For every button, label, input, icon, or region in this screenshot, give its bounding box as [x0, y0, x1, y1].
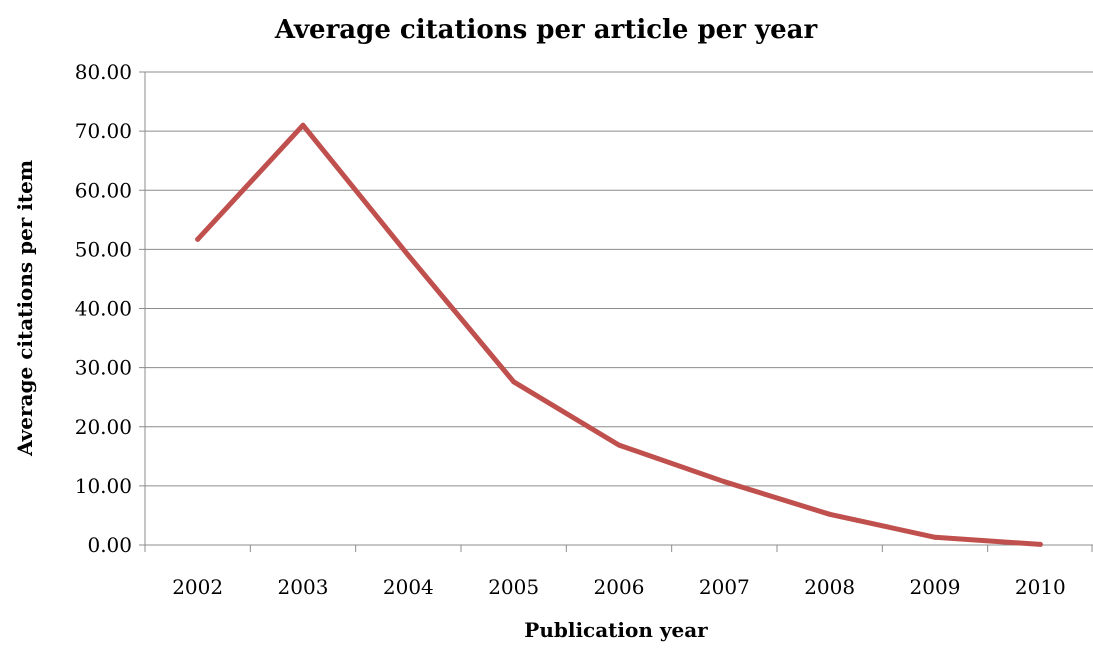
x-tick-label: 2007	[699, 575, 750, 599]
y-tick-label: 80.00	[75, 60, 132, 84]
x-tick-label: 2006	[594, 575, 645, 599]
x-axis: 2002 2003 2004 2005 2006 2007 2008 2009 2010	[144, 544, 1093, 599]
data-point	[405, 252, 411, 258]
data-point	[300, 122, 306, 128]
x-axis-title: Publication year	[524, 618, 708, 642]
y-tick-label: 70.00	[75, 119, 132, 143]
y-tick-label: 0.00	[87, 533, 132, 557]
y-tick-label: 40.00	[75, 297, 132, 321]
data-point	[616, 442, 622, 448]
x-tick-label: 2002	[172, 575, 223, 599]
x-tick-label: 2009	[910, 575, 961, 599]
x-tick-label: 2010	[1015, 575, 1066, 599]
data-point	[827, 511, 833, 517]
x-tick-label: 2004	[383, 575, 434, 599]
y-tick-label: 50.00	[75, 237, 132, 261]
y-axis-title: Average citations per item	[13, 160, 37, 457]
data-point	[1037, 541, 1043, 547]
y-tick-label: 30.00	[75, 356, 132, 380]
y-tick-label: 60.00	[75, 178, 132, 202]
x-tick-label: 2008	[804, 575, 855, 599]
y-tick-label: 20.00	[75, 415, 132, 439]
data-point	[932, 534, 938, 540]
chart-title: Average citations per article per year	[274, 15, 818, 45]
x-tick-label: 2005	[488, 575, 539, 599]
y-tick-label: 10.00	[75, 474, 132, 498]
x-tick-label: 2003	[278, 575, 329, 599]
series-layer	[195, 122, 1043, 547]
data-point	[511, 379, 517, 385]
data-point	[721, 479, 727, 485]
gridlines	[145, 71, 1093, 487]
data-point	[195, 236, 201, 242]
y-axis: 0.00 10.00 20.00 30.00 40.00 50.00 60.00 70.00 8…	[75, 60, 146, 557]
series-line	[195, 122, 1043, 547]
